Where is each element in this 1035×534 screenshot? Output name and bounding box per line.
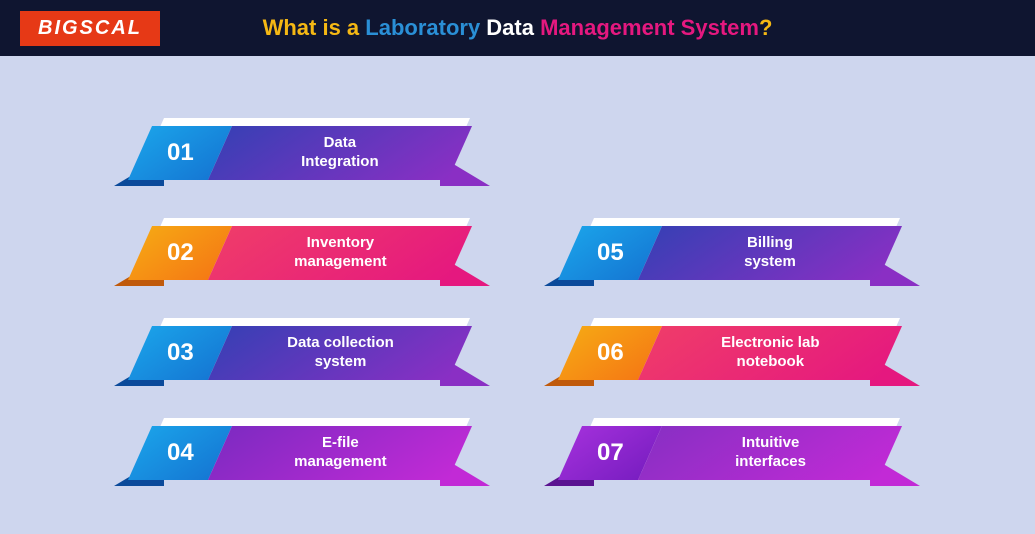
ribbon-body: 02 Inventory management [128,226,472,280]
title-part-1: What is a [263,15,366,40]
ribbon-label: Inventory management [294,234,387,272]
ribbon-number: 02 [167,239,194,267]
ribbon-label-box: Data collection system [208,326,472,380]
ribbon-number: 06 [597,339,624,367]
ribbon-number: 05 [597,239,624,267]
ribbon-item: 04 E-file management [140,426,520,498]
ribbon-number: 04 [167,439,194,467]
ribbon-body: 05 Billing system [558,226,902,280]
ribbon-label: Electronic lab notebook [721,334,819,372]
ribbon-item: 01 Data Integration [140,126,520,198]
page-title: What is a Laboratory Data Management Sys… [20,15,1015,41]
ribbon-item: 07 Intuitive interfaces [570,426,950,498]
ribbon-body: 03 Data collection system [128,326,472,380]
ribbon-body: 04 E-file management [128,426,472,480]
ribbon-label: Intuitive interfaces [735,434,806,472]
ribbon-label-box: Electronic lab notebook [638,326,902,380]
title-part-5: ? [759,15,772,40]
right-column: 05 Billing system 06 Electronic lab noteboo… [570,226,950,526]
title-part-4: Management System [540,15,759,40]
ribbon-item: 03 Data collection system [140,326,520,398]
ribbon-label: E-file management [294,434,387,472]
ribbon-number: 07 [597,439,624,467]
ribbon-label: Data collection system [287,334,394,372]
title-part-2: Laboratory [365,15,486,40]
ribbon-item: 06 Electronic lab notebook [570,326,950,398]
ribbon-item: 02 Inventory management [140,226,520,298]
ribbon-label-box: E-file management [208,426,472,480]
ribbon-label: Billing system [744,234,796,272]
title-part-3: Data [486,15,540,40]
ribbon-body: 01 Data Integration [128,126,472,180]
ribbon-label-box: Billing system [638,226,902,280]
left-column: 01 Data Integration 02 Inventory management… [140,126,520,526]
ribbon-label-box: Intuitive interfaces [638,426,902,480]
ribbon-label-box: Inventory management [208,226,472,280]
ribbon-number: 01 [167,139,194,167]
ribbon-item: 05 Billing system [570,226,950,298]
ribbon-number: 03 [167,339,194,367]
ribbon-body: 07 Intuitive interfaces [558,426,902,480]
ribbon-label: Data Integration [301,134,379,172]
ribbon-body: 06 Electronic lab notebook [558,326,902,380]
ribbon-label-box: Data Integration [208,126,472,180]
infographic-body: 01 Data Integration 02 Inventory management… [0,56,1035,534]
header-bar: BIGSCAL What is a Laboratory Data Manage… [0,0,1035,56]
